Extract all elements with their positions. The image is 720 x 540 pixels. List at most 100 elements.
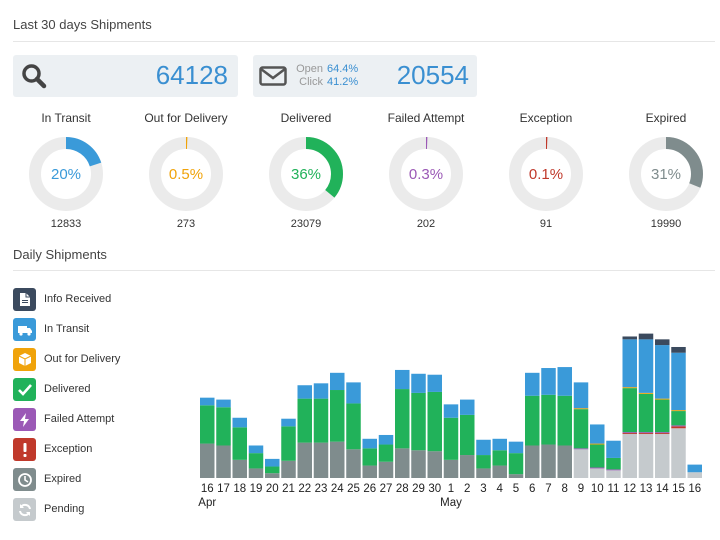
bar-segment-expired — [248, 468, 264, 478]
bar-segment-in-transit — [655, 345, 670, 399]
status-exception[interactable]: Exception 0.1% 91 — [486, 110, 606, 230]
donut-percent: 0.5% — [169, 166, 203, 183]
x-tick-label: 30 — [428, 483, 441, 495]
bar-segment-out-for-delivery — [638, 392, 654, 394]
bar-segment-in-transit — [687, 464, 702, 473]
donut-chart: 0.5% — [149, 137, 223, 211]
donut-percent: 31% — [651, 166, 681, 183]
bar-segment-in-transit — [590, 424, 605, 444]
bar-segment-pending — [622, 434, 637, 478]
open-value: 64.4% — [327, 63, 359, 75]
bar-segment-in-transit — [492, 438, 507, 451]
status-out-for-delivery[interactable]: Out for Delivery 0.5% 273 — [126, 110, 246, 230]
bar-segment-expired — [460, 455, 475, 478]
bar-segment-pending — [687, 472, 702, 478]
bar-segment-expired — [330, 441, 345, 478]
legend-label: Out for Delivery — [44, 353, 121, 365]
bar-segment-in-transit — [362, 438, 377, 449]
status-count: 273 — [176, 218, 196, 230]
bar-segment-failed-attempt — [590, 467, 605, 469]
x-tick-label: 13 — [640, 483, 653, 495]
bar-segment-delivered — [411, 392, 426, 451]
legend-label: Expired — [44, 473, 82, 485]
legend-label: Info Received — [44, 293, 112, 305]
bar-segment-in-transit — [313, 383, 329, 399]
bar-segment-expired — [443, 459, 459, 478]
bar-stack-8 — [330, 372, 345, 478]
donut-chart: 31% — [629, 137, 703, 211]
bar-segment-expired — [525, 445, 540, 478]
bar-segment-in-transit — [330, 372, 345, 391]
bar-segment-in-transit — [573, 382, 589, 409]
x-tick-label: 24 — [331, 483, 344, 495]
search-icon[interactable] — [21, 63, 47, 94]
bar-stack-0 — [200, 397, 215, 478]
status-delivered[interactable]: Delivered 36% 23079 — [246, 110, 366, 230]
x-tick-label: 19 — [250, 483, 263, 495]
status-in-transit[interactable]: In Transit 20% 12833 — [6, 110, 126, 230]
bar-segment-delivered — [216, 407, 231, 446]
donut-percent: 36% — [291, 166, 321, 183]
month-label: Apr — [198, 497, 216, 509]
bar-segment-pending — [655, 434, 670, 478]
status-failed-attempt[interactable]: Failed Attempt 0.3% 202 — [366, 110, 486, 230]
donut-percent: 0.3% — [409, 166, 443, 183]
bar-segment-delivered — [297, 398, 312, 443]
bar-segment-expired — [427, 451, 442, 478]
bar-segment-delivered — [671, 411, 686, 426]
click-label: Click — [299, 76, 323, 88]
x-tick-label: 4 — [497, 483, 504, 495]
donut-chart: 36% — [269, 137, 343, 211]
bar-segment-failed-attempt — [671, 425, 686, 427]
bar-segment-out-for-delivery — [573, 408, 589, 410]
status-expired[interactable]: Expired 31% 19990 — [606, 110, 720, 230]
x-tick-label: 29 — [412, 483, 425, 495]
bar-segment-in-transit — [232, 417, 247, 428]
bar-segment-expired — [476, 468, 491, 478]
bar-stack-15 — [443, 404, 459, 478]
page-title: Last 30 days Shipments — [13, 17, 152, 32]
bar-segment-delivered — [248, 453, 264, 469]
bar-segment-delivered — [378, 444, 394, 462]
bar-stack-7 — [313, 383, 329, 478]
bar-segment-delivered — [362, 448, 377, 466]
bar-segment-pending — [638, 434, 654, 478]
bar-segment-in-transit — [671, 352, 686, 411]
bar-stack-6 — [297, 385, 312, 478]
status-label: Failed Attempt — [387, 111, 465, 125]
bar-stack-27 — [638, 333, 654, 478]
bar-segment-failed-attempt — [606, 469, 621, 471]
donut-arc — [629, 137, 703, 211]
bar-segment-out-for-delivery — [590, 443, 605, 445]
bar-segment-in-transit — [297, 385, 312, 399]
bar-segment-pending — [606, 470, 621, 478]
x-tick-label: 21 — [282, 483, 295, 495]
bar-stack-20 — [525, 372, 540, 478]
bar-segment-expired — [313, 442, 329, 478]
bar-segment-failed-attempt — [638, 432, 654, 434]
bar-stack-10 — [362, 438, 377, 478]
bar-stack-13 — [411, 373, 426, 478]
status-label: Expired — [645, 111, 687, 125]
status-label: Exception — [519, 111, 573, 125]
bar-stack-2 — [232, 417, 247, 478]
x-tick-label: 7 — [545, 483, 551, 495]
divider — [13, 41, 715, 42]
refresh-icon — [13, 498, 36, 521]
bar-segment-out-for-delivery — [622, 387, 637, 389]
envelope-icon — [259, 66, 287, 91]
bar-segment-in-transit — [525, 372, 540, 396]
x-tick-label: 5 — [513, 483, 519, 495]
bar-segment-delivered — [395, 389, 410, 449]
bar-segment-info-received — [655, 339, 670, 346]
bar-segment-in-transit — [508, 441, 524, 454]
bar-segment-expired — [281, 460, 296, 478]
bar-stack-29 — [671, 346, 686, 479]
x-tick-label: 2 — [464, 483, 470, 495]
bar-segment-expired — [508, 474, 524, 479]
bar-segment-out-for-delivery — [671, 410, 686, 412]
bar-segment-info-received — [622, 336, 637, 340]
x-tick-label: 3 — [480, 483, 486, 495]
check-icon — [13, 378, 36, 401]
x-tick-label: 9 — [578, 483, 584, 495]
